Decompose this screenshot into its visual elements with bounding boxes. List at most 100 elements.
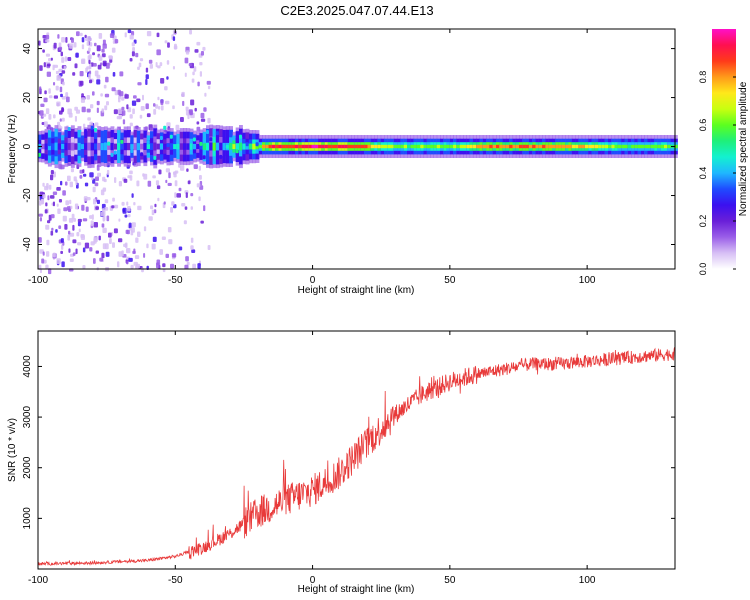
heatmap-noise-cell bbox=[90, 220, 94, 226]
heatmap-noise-cell bbox=[207, 85, 211, 90]
heatmap-noise-cell bbox=[170, 263, 174, 269]
heatmap-noise-cell bbox=[188, 109, 193, 116]
heatmap-band-speckle bbox=[159, 136, 163, 140]
heatmap-noise-cell bbox=[129, 122, 133, 127]
heatmap-noise-cell bbox=[151, 209, 155, 216]
heatmap-noise-cell bbox=[92, 52, 95, 56]
heatmap-band bbox=[38, 124, 678, 169]
heatmap-band-speckle bbox=[219, 154, 223, 159]
heatmap-noise-cell bbox=[137, 205, 142, 211]
heatmap-noise-cell bbox=[94, 182, 99, 187]
heatmap-noise-cell bbox=[98, 55, 103, 61]
heatmap-noise-cell bbox=[207, 117, 211, 124]
heatmap-band-core bbox=[650, 144, 655, 149]
heatmap-band-core bbox=[61, 144, 65, 149]
heatmap-noise-cell bbox=[122, 119, 126, 125]
heatmap-noise-cell bbox=[131, 31, 135, 36]
heatmap-y-ticks: -40 -20 0 20 40 bbox=[22, 43, 675, 252]
heatmap-band-core bbox=[113, 143, 118, 150]
heatmap-noise-cell bbox=[130, 264, 134, 269]
heatmap-band-core bbox=[80, 144, 85, 149]
heatmap-noise-cell bbox=[81, 59, 85, 64]
heatmap-noise-cell bbox=[167, 227, 172, 233]
heatmap-band-speckle bbox=[120, 139, 124, 144]
heatmap-band-core bbox=[400, 144, 405, 149]
heatmap-noise-cell bbox=[96, 79, 101, 85]
heatmap-noise-cell bbox=[156, 32, 160, 38]
heatmap-noise-cell bbox=[92, 91, 95, 96]
snr-x-axis-label: Height of straight line (km) bbox=[298, 584, 415, 595]
heatmap-band-core bbox=[476, 144, 481, 149]
heatmap-noise-cell bbox=[190, 193, 194, 197]
heatmap-noise-cell bbox=[132, 47, 135, 52]
heatmap-band-core bbox=[397, 144, 401, 149]
heatmap-noise-cell bbox=[155, 104, 159, 109]
heatmap-band-speckle bbox=[130, 149, 134, 153]
colorbar-tick-label: 0.0 bbox=[698, 263, 708, 276]
heatmap-noise-cell bbox=[96, 45, 101, 52]
heatmap-noise-cell bbox=[42, 49, 45, 53]
heatmap-x-ticks: -100 -50 0 50 100 bbox=[28, 29, 596, 286]
heatmap-band-speckle bbox=[94, 127, 97, 132]
heatmap-noise-cell bbox=[184, 264, 189, 270]
heatmap-noise-cell bbox=[129, 175, 133, 181]
heatmap-noise-cell bbox=[147, 180, 152, 187]
heatmap-band-core bbox=[525, 144, 530, 149]
heatmap-noise-cell bbox=[121, 106, 125, 111]
heatmap-noise-cell bbox=[116, 116, 121, 120]
heatmap-noise-cell bbox=[121, 201, 125, 206]
heatmap-noise-cell bbox=[167, 42, 170, 48]
heatmap-band-core bbox=[545, 144, 550, 149]
heatmap-noise-cell bbox=[172, 105, 175, 110]
heatmap-noise-cell bbox=[118, 108, 123, 115]
heatmap-noise-cell bbox=[182, 100, 185, 106]
heatmap-noise-cell bbox=[109, 33, 115, 38]
heatmap-noise-cell bbox=[190, 99, 195, 106]
heatmap-band-core bbox=[456, 144, 461, 149]
heatmap-band-core bbox=[482, 144, 487, 149]
heatmap-band-speckle bbox=[225, 144, 229, 149]
heatmap-band-core bbox=[463, 144, 467, 149]
heatmap-noise-cell bbox=[46, 71, 51, 77]
heatmap-band-core bbox=[331, 144, 336, 149]
heatmap-noise-cell bbox=[131, 100, 137, 106]
heatmap-noise-cell bbox=[171, 253, 177, 258]
snr-y-ticks: 1000 2000 3000 4000 bbox=[22, 355, 675, 529]
heatmap-noise-cell bbox=[99, 257, 103, 262]
heatmap-noise-cell bbox=[60, 250, 63, 254]
heatmap-noise-cell bbox=[102, 243, 107, 250]
heatmap-band-core bbox=[542, 144, 546, 149]
heatmap-noise-cell bbox=[40, 103, 45, 107]
heatmap-noise-cell bbox=[117, 89, 121, 95]
heatmap-noise-cell bbox=[90, 241, 95, 246]
heatmap-noise-cell bbox=[58, 225, 62, 229]
heatmap-noise-cell bbox=[74, 63, 78, 69]
heatmap-noise-cell bbox=[48, 268, 52, 275]
heatmap-band-core bbox=[176, 143, 181, 150]
heatmap-noise-cell bbox=[176, 193, 181, 198]
heatmap-noise-cell bbox=[156, 49, 161, 56]
heatmap-band-core bbox=[229, 142, 233, 151]
heatmap-noise-cell bbox=[131, 222, 136, 228]
heatmap-noise-cell bbox=[135, 237, 139, 243]
heatmap-noise-cell bbox=[77, 218, 82, 223]
heatmap-x-tick-label: 50 bbox=[444, 275, 456, 286]
heatmap-noise-cell bbox=[146, 243, 149, 249]
heatmap-noise-cell bbox=[68, 230, 71, 235]
heatmap-band-core bbox=[239, 142, 243, 151]
heatmap-noise-cell bbox=[93, 222, 98, 228]
heatmap-noise-cell bbox=[49, 95, 53, 99]
colorbar-gradient bbox=[712, 29, 736, 269]
heatmap-band-speckle bbox=[38, 152, 41, 157]
heatmap-noise-cell bbox=[60, 238, 64, 243]
heatmap-noise-cell bbox=[165, 253, 169, 258]
heatmap-noise-cell bbox=[48, 114, 52, 120]
heatmap-y-tick-label: 20 bbox=[22, 92, 33, 104]
heatmap-noise-cell bbox=[68, 248, 71, 253]
heatmap-noise-cell bbox=[67, 57, 72, 61]
heatmap-band-core bbox=[591, 144, 596, 149]
heatmap-band-core bbox=[499, 144, 504, 149]
heatmap-noise-cell bbox=[185, 106, 189, 111]
heatmap-noise-cell bbox=[151, 243, 156, 250]
heatmap-noise-cell bbox=[118, 181, 122, 187]
